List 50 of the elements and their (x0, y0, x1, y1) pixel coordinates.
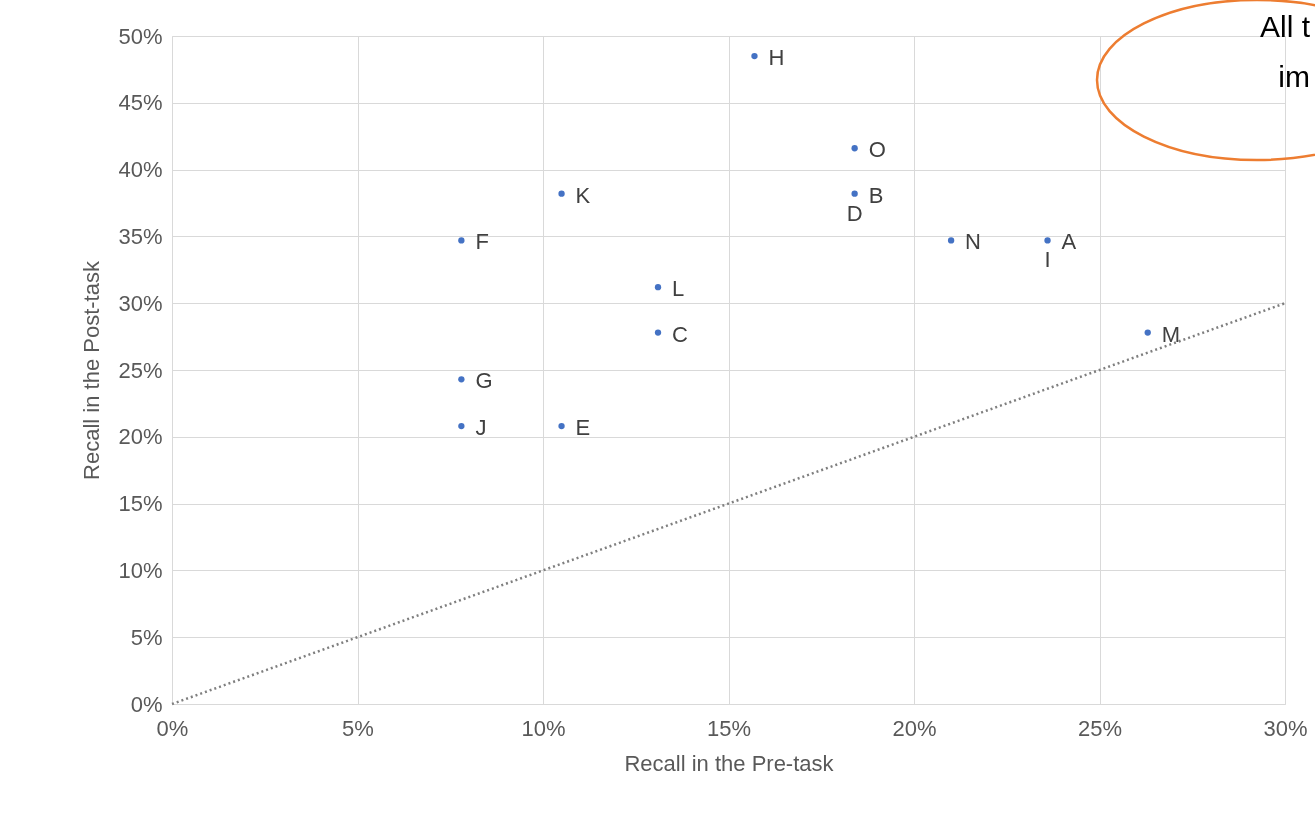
annotation: A (1061, 229, 1077, 255)
point (1044, 237, 1051, 244)
point (654, 329, 662, 336)
x-tick-label: 5% (342, 715, 374, 741)
y-tick-label: 40% (118, 157, 163, 183)
annotation: G (475, 368, 493, 394)
point (851, 145, 858, 152)
annotation: E (575, 415, 591, 441)
y-tick-label: 0% (130, 691, 163, 717)
point (458, 376, 465, 383)
annotation: All t (1259, 10, 1311, 43)
x-tick-label: 0% (156, 715, 189, 741)
annotation: B (868, 182, 884, 208)
y-tick-label: 10% (118, 557, 163, 583)
y-tick-label: 25% (118, 357, 163, 383)
annotation: J (475, 415, 487, 441)
annotation: H (768, 45, 785, 71)
point (947, 237, 955, 244)
y-tick-label: 20% (118, 424, 163, 450)
annotation: L (672, 276, 685, 302)
y-tick-label: 15% (118, 491, 163, 517)
y-tick-label: 30% (118, 290, 163, 316)
x-tick-label: 30% (1263, 715, 1308, 741)
annotation: I (1044, 247, 1051, 273)
x-axis-title: Recall in the Pre-task (624, 750, 835, 776)
x-tick-label: 15% (706, 715, 752, 741)
x-tick-label: 25% (1077, 715, 1123, 741)
y-tick-label: 45% (118, 90, 163, 116)
point (751, 52, 758, 60)
annotation: K (575, 182, 591, 208)
annotation: C (672, 321, 689, 347)
x-tick-label: 20% (892, 715, 937, 741)
annotation: im (1278, 60, 1310, 93)
y-tick-label: 5% (130, 624, 163, 650)
point (458, 237, 465, 244)
y-axis-title: Recall in the Post-task (79, 260, 105, 480)
annotation: D (846, 200, 863, 226)
y-tick-label: 35% (118, 223, 163, 249)
y-tick-label: 50% (118, 23, 163, 49)
annotation: F (475, 229, 489, 255)
annotation: O (868, 137, 886, 163)
point (654, 284, 662, 291)
annotation: M (1161, 321, 1181, 347)
point (458, 422, 465, 430)
point (1144, 329, 1151, 336)
x-tick-label: 10% (521, 715, 566, 741)
annotation: N (965, 229, 981, 255)
point (851, 190, 858, 197)
point (558, 190, 565, 197)
point (558, 422, 565, 430)
